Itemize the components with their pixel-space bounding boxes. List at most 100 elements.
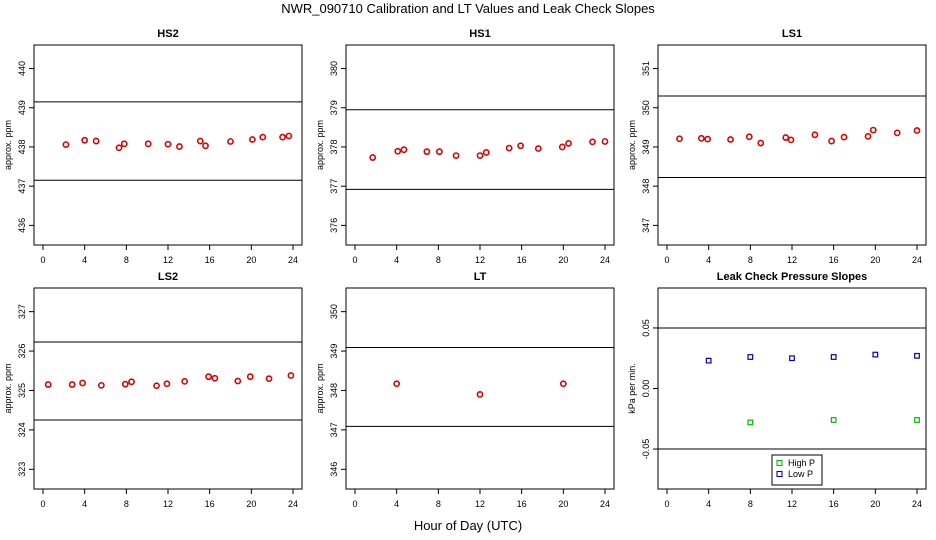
- data-point: [205, 373, 213, 381]
- x-tick-label: 16: [517, 499, 527, 509]
- y-tick-label: 325: [17, 383, 27, 398]
- x-tick-label: 8: [436, 499, 441, 509]
- x-tick-label: 0: [40, 499, 45, 509]
- data-point: [115, 144, 123, 152]
- data-point: [44, 381, 52, 388]
- data-point: [92, 137, 100, 145]
- data-point: [517, 142, 525, 150]
- data-point: [782, 134, 790, 141]
- y-tick-label: 348: [641, 179, 651, 194]
- data-point: [97, 381, 105, 389]
- x-tick-label: 4: [394, 255, 399, 265]
- x-tick-label: 24: [288, 255, 298, 265]
- x-tick-label: 0: [664, 499, 669, 509]
- data-point: [787, 136, 795, 144]
- figure-title: NWR_090710 Calibration and LT Values and…: [281, 1, 655, 16]
- data-point: [246, 373, 254, 381]
- x-tick-label: 8: [436, 255, 441, 265]
- y-tick-label: 380: [329, 61, 339, 76]
- y-tick-label: 350: [641, 100, 651, 115]
- y-tick-label: 348: [329, 383, 339, 398]
- x-tick-label: 20: [870, 255, 880, 265]
- panel-1: HS1 0 4 8 12 16 20 24 376 377 378 379 380 approx. ppm: [315, 28, 615, 265]
- data-point: [68, 381, 76, 388]
- data-point: [727, 136, 734, 143]
- panel-title: HS2: [157, 28, 178, 40]
- x-tick-label: 0: [664, 255, 669, 265]
- panel-5: Leak Check Pressure Slopes 0 4 8 12 16 20 24 -0.…: [627, 271, 927, 509]
- x-tick-label: 12: [787, 499, 797, 509]
- x-tick-label: 24: [600, 499, 610, 509]
- x-tick-label: 16: [829, 255, 839, 265]
- x-tick-label: 0: [352, 499, 357, 509]
- x-tick-label: 24: [912, 255, 922, 265]
- data-point-low-p: [705, 357, 712, 364]
- data-point: [482, 149, 490, 156]
- data-point: [393, 380, 401, 388]
- y-tick-label: -0.05: [641, 439, 651, 460]
- y-tick-label: 347: [329, 422, 339, 437]
- legend-entry-label: High P: [788, 458, 815, 468]
- y-tick-label: 439: [17, 100, 27, 115]
- y-tick-label: 438: [17, 139, 27, 154]
- x-tick-label: 4: [82, 255, 87, 265]
- data-point-high-p: [830, 417, 837, 423]
- data-point: [234, 377, 242, 385]
- y-tick-label: 347: [641, 218, 651, 233]
- data-point: [757, 139, 765, 147]
- data-point: [128, 378, 135, 386]
- data-point: [697, 134, 705, 142]
- x-tick-label: 8: [748, 499, 753, 509]
- y-axis-label: approx. ppm: [3, 120, 13, 170]
- x-tick-label: 12: [475, 255, 485, 265]
- data-point: [400, 146, 408, 154]
- y-axis-label: approx. ppm: [315, 120, 325, 170]
- x-tick-label: 4: [82, 499, 87, 509]
- data-point: [369, 154, 377, 161]
- x-tick-label: 20: [558, 499, 568, 509]
- data-point: [259, 133, 267, 141]
- data-point: [279, 133, 286, 141]
- data-point: [558, 143, 566, 151]
- data-point: [248, 136, 256, 143]
- y-tick-label: 323: [17, 462, 27, 477]
- panel-title: LT: [474, 271, 487, 283]
- y-tick-label: 440: [17, 61, 27, 76]
- x-tick-label: 24: [600, 255, 610, 265]
- data-point: [435, 148, 443, 156]
- y-tick-label: 436: [17, 218, 27, 233]
- data-point: [423, 148, 431, 156]
- data-point: [565, 140, 572, 147]
- data-point-low-p: [872, 351, 879, 358]
- x-tick-label: 16: [205, 255, 215, 265]
- y-tick-label: 351: [641, 61, 651, 76]
- legend-swatch: [776, 459, 783, 467]
- data-point: [476, 391, 484, 398]
- data-point: [452, 152, 460, 159]
- data-point: [265, 375, 273, 383]
- data-point: [164, 140, 172, 148]
- data-point: [287, 372, 295, 379]
- x-tick-label: 20: [246, 255, 256, 265]
- x-tick-label: 24: [288, 499, 298, 509]
- x-tick-label: 20: [246, 499, 256, 509]
- plot-frame: [657, 44, 927, 246]
- data-point: [840, 133, 848, 141]
- data-point: [704, 135, 712, 143]
- x-tick-label: 0: [40, 255, 45, 265]
- panel-2: LS1 0 4 8 12 16 20 24 347 348 349 350 351 approx. ppm: [627, 28, 927, 265]
- data-point: [120, 140, 128, 148]
- panel-title: LS2: [158, 271, 178, 283]
- data-point: [869, 126, 877, 134]
- data-point: [676, 135, 683, 143]
- data-point: [811, 131, 819, 139]
- x-tick-label: 0: [352, 255, 357, 265]
- data-point: [121, 380, 129, 388]
- data-point: [828, 137, 835, 145]
- data-point-low-p: [914, 352, 920, 359]
- y-tick-label: 0.00: [641, 380, 651, 398]
- y-tick-label: 327: [17, 304, 27, 319]
- data-point: [211, 374, 219, 382]
- x-tick-label: 16: [517, 255, 527, 265]
